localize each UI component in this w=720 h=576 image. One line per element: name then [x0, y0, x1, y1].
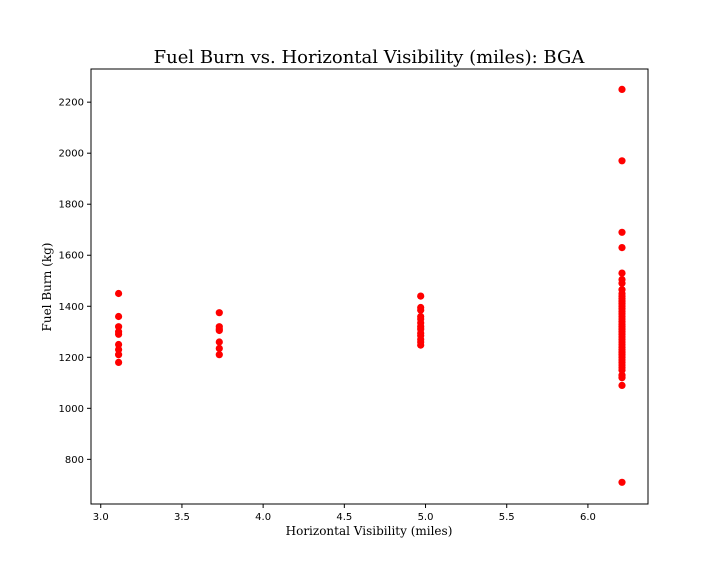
data-point: [115, 358, 123, 366]
y-axis-label: Fuel Burn (kg): [40, 243, 54, 332]
y-tick-label: 2200: [59, 98, 84, 109]
y-tick-label: 800: [65, 455, 84, 466]
data-point: [215, 338, 223, 346]
data-point: [618, 366, 626, 374]
x-tick-label: 4.0: [255, 512, 271, 523]
data-point: [115, 340, 123, 349]
data-point: [618, 374, 626, 382]
x-axis-label: Horizontal Visibility (miles): [286, 524, 453, 538]
data-point: [417, 341, 425, 349]
data-point: [618, 244, 626, 252]
data-point: [618, 228, 626, 236]
data-point: [215, 309, 223, 317]
x-tick-label: 3.0: [93, 512, 109, 523]
data-point: [618, 478, 626, 486]
data-point: [417, 306, 425, 314]
y-tick-label: 1800: [59, 200, 84, 211]
data-point: [115, 346, 123, 354]
x-tick-label: 5.5: [499, 512, 515, 523]
data-point: [115, 330, 123, 338]
data-point: [115, 312, 123, 321]
data-points: [115, 85, 626, 486]
data-point: [618, 269, 626, 277]
x-tick-label: 5.0: [418, 512, 434, 523]
data-point: [115, 289, 123, 298]
data-point: [618, 381, 626, 389]
y-tick-label: 2000: [59, 149, 84, 160]
data-point: [618, 157, 626, 165]
data-point: [618, 85, 626, 93]
x-axis: 3.0 3.5 4.0 4.5 5.0 5.5 6.0: [93, 504, 596, 523]
x-tick-label: 4.5: [336, 512, 352, 523]
data-point: [215, 344, 223, 352]
y-tick-label: 1600: [59, 251, 84, 262]
x-tick-label: 6.0: [580, 512, 596, 523]
data-point: [115, 351, 123, 359]
data-point: [618, 279, 626, 287]
x-tick-label: 3.5: [174, 512, 190, 523]
data-point: [417, 292, 425, 300]
data-point: [215, 351, 223, 359]
y-tick-label: 1400: [59, 302, 84, 313]
data-point: [115, 323, 123, 331]
y-tick-label: 1000: [59, 404, 84, 415]
plot-frame: [90, 68, 649, 505]
chart-title: Fuel Burn vs. Horizontal Visibility (mil…: [154, 47, 586, 68]
y-tick-label: 1200: [59, 353, 84, 364]
data-point: [215, 326, 223, 335]
y-axis: 800 1000 1200 1400 1600 1800 2000 2200: [59, 98, 91, 466]
